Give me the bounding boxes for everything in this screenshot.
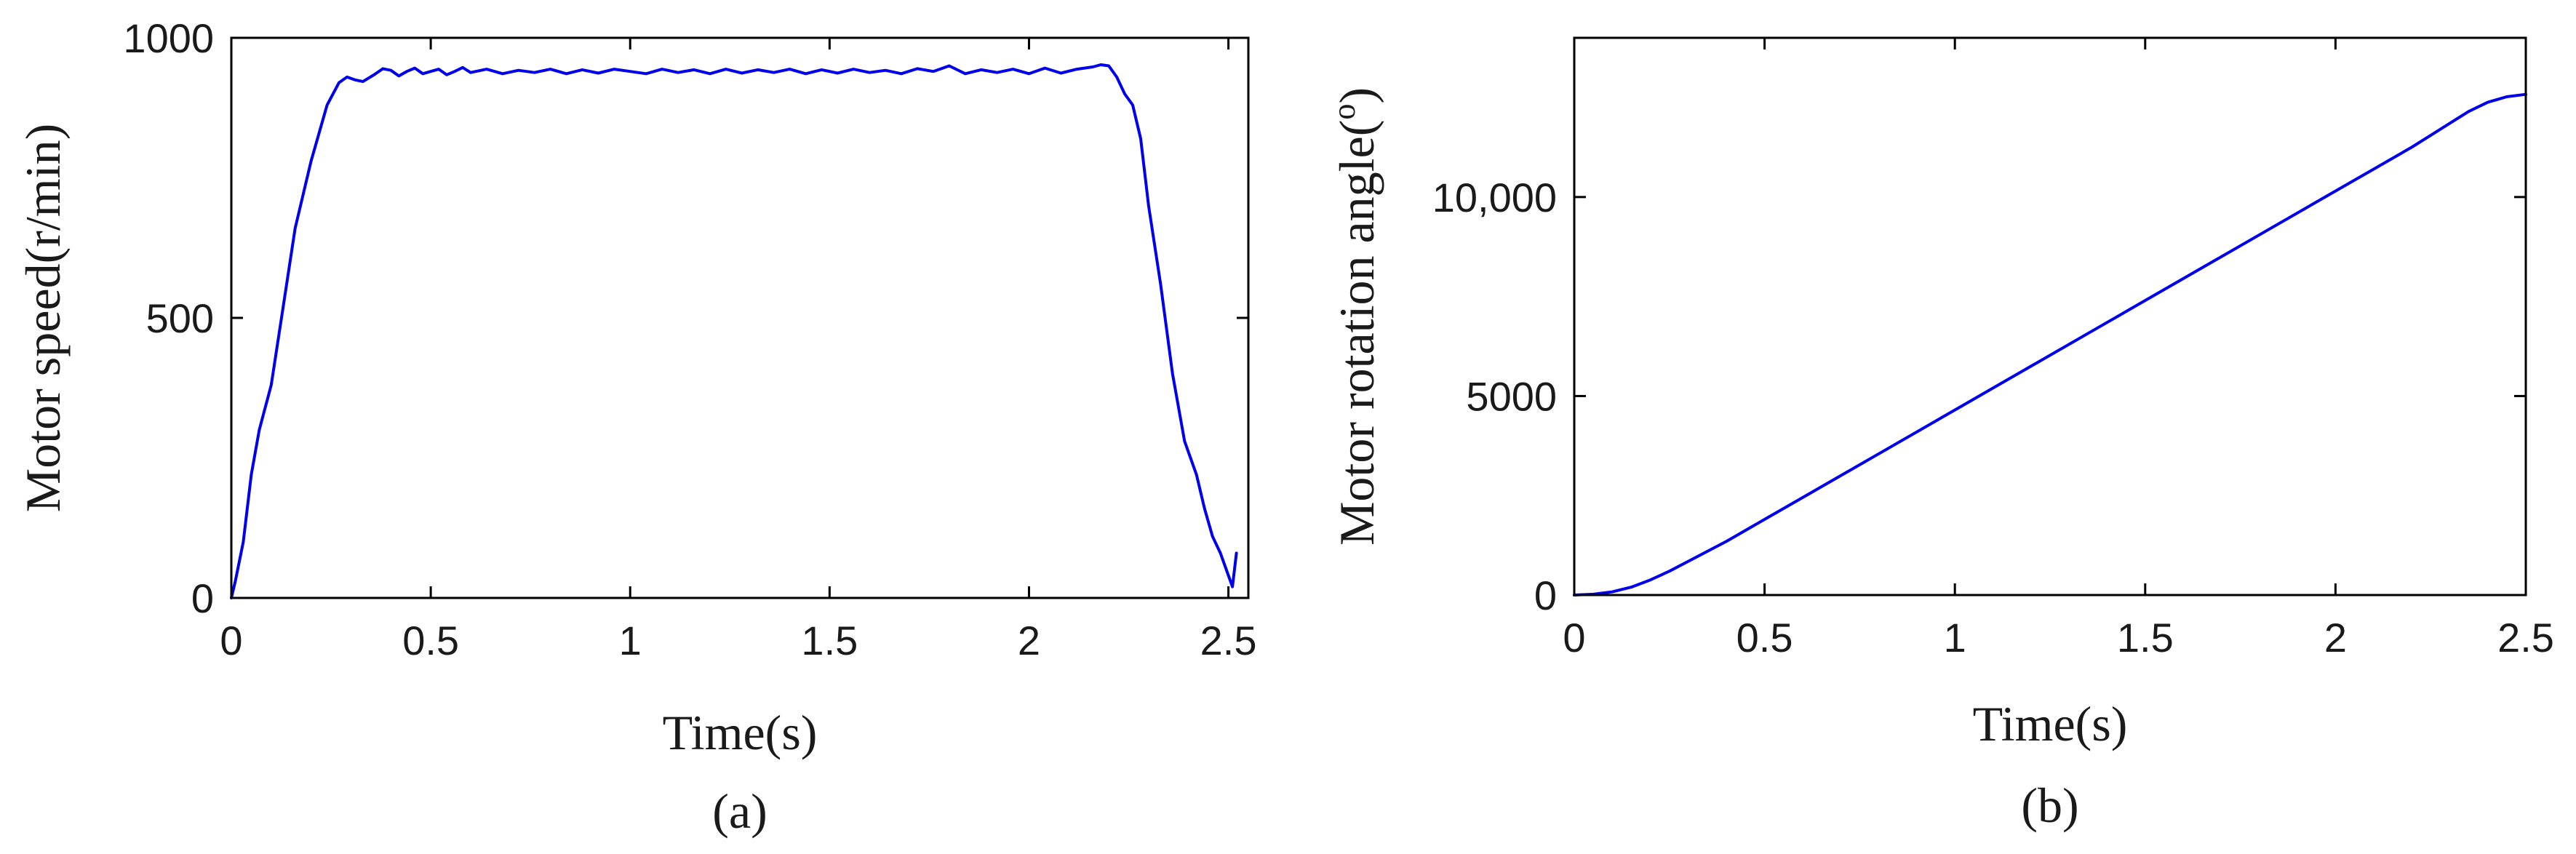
motor-angle-caption: (b) [2021,778,2078,833]
motor-speed-series-line-0 [230,63,1238,599]
motor-angle-xtick-label-4: 2 [2324,615,2347,661]
motor-speed-xtick-label-1: 0.5 [402,618,459,663]
motor-angle-plot-area [1573,92,2527,596]
motor-angle-ticks: 0 0.5 1 1.5 2 2.5 0 5000 10,000 [1432,38,2554,661]
motor-speed-xtick-label-2: 1 [619,618,642,663]
motor-speed-ytick-label-0: 0 [191,575,214,621]
motor-speed-ylabel: Motor speed(r/min) [15,124,71,512]
motor-speed-ytick-label-2: 1000 [123,15,214,61]
motor-angle-xtick-label-5: 2.5 [2497,615,2554,661]
motor-angle-ylabel-main: Motor rotation angle( [1329,120,1384,546]
motor-angle-series-line-0 [1573,92,2527,596]
motor-speed-xtick-label-3: 1.5 [801,618,858,663]
motor-angle-xtick-label-0: 0 [1563,615,1585,661]
motor-speed-plot-area [230,63,1238,599]
motor-speed-xlabel: Time(s) [663,705,818,760]
chart-motor-speed: 0 0.5 1 1.5 2 2.5 0 500 1000 Time(s) Motor speed… [15,15,1257,839]
motor-angle-ylabel: Motor rotation angle(o) [1326,87,1384,546]
motor-speed-axes-box [230,36,1250,599]
motor-speed-xtick-label-5: 2.5 [1200,618,1257,663]
motor-angle-ytick-label-1: 5000 [1466,373,1557,419]
motor-angle-ylabel-superscript: o [1326,104,1362,120]
motor-speed-xtick-label-4: 2 [1018,618,1040,663]
motor-angle-xtick-label-1: 0.5 [1736,615,1793,661]
motor-angle-xlabel: Time(s) [1973,696,2128,751]
motor-angle-ylabel-end: ) [1329,87,1384,104]
chart-motor-rotation-angle: 0 0.5 1 1.5 2 2.5 0 5000 10,000 Time(s) Motor ro… [1326,36,2554,833]
motor-angle-xtick-label-2: 1 [1944,615,1966,661]
motor-speed-ytick-label-1: 500 [146,295,214,341]
motor-angle-xtick-label-3: 1.5 [2117,615,2174,661]
motor-angle-axes-box [1573,36,2527,596]
motor-angle-ytick-label-0: 0 [1534,572,1557,618]
motor-angle-ytick-label-2: 10,000 [1432,175,1557,220]
motor-speed-caption: (a) [712,783,767,839]
motor-speed-xtick-label-0: 0 [220,618,242,663]
motor-speed-ticks: 0 0.5 1 1.5 2 2.5 0 500 1000 [123,15,1256,663]
